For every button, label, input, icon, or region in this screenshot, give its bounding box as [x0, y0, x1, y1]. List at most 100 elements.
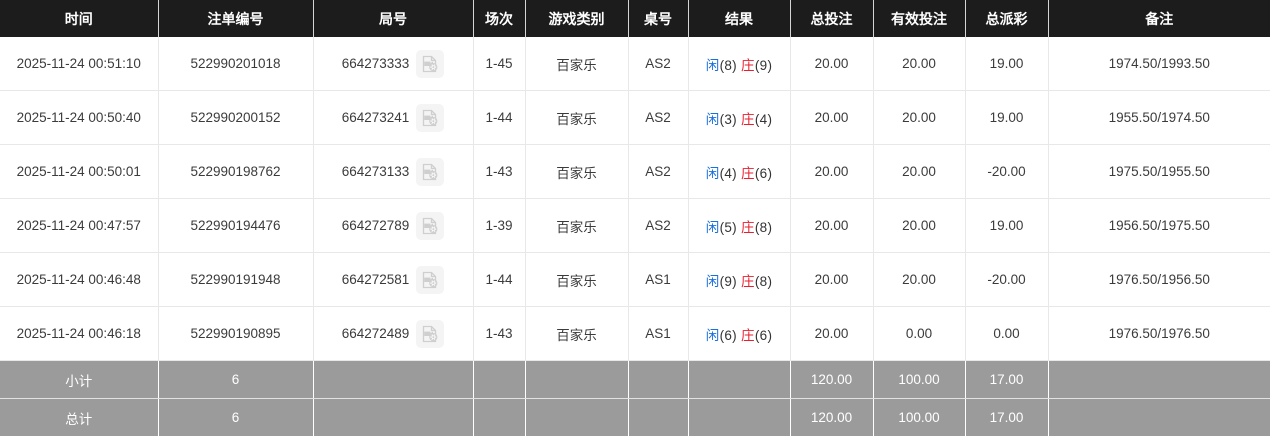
video-replay-icon[interactable]	[416, 104, 444, 132]
cell-total-bet[interactable]: 20.00	[790, 37, 873, 91]
cell-session: 1-39	[473, 199, 525, 253]
cell-total-bet[interactable]: 20.00	[790, 145, 873, 199]
result-player-value: (8)	[720, 58, 737, 73]
column-header-valid-bet[interactable]: 有效投注	[873, 0, 965, 37]
subtotal-valid-bet: 100.00	[873, 361, 965, 399]
total-remark	[1048, 399, 1270, 436]
result-player-label: 闲	[706, 58, 720, 73]
result-banker-value: (6)	[755, 166, 772, 181]
cell-round-no: 664273133	[313, 145, 473, 199]
cell-total-bet[interactable]: 20.00	[790, 307, 873, 361]
result-player-value: (3)	[720, 112, 737, 127]
cell-result: 闲(4) 庄(6)	[688, 145, 790, 199]
result-player-label: 闲	[706, 328, 720, 343]
total-count: 6	[158, 399, 313, 436]
cell-valid-bet: 20.00	[873, 199, 965, 253]
table-row: 2025-11-24 00:46:48 522990191948 6642725…	[0, 253, 1270, 307]
cell-payout: 19.00	[965, 199, 1048, 253]
column-header-total-bet[interactable]: 总投注	[790, 0, 873, 37]
cell-remark: 1956.50/1975.50	[1048, 199, 1270, 253]
cell-payout: 19.00	[965, 91, 1048, 145]
cell-time: 2025-11-24 00:47:57	[0, 199, 158, 253]
cell-result: 闲(6) 庄(6)	[688, 307, 790, 361]
column-header-round-no[interactable]: 局号	[313, 0, 473, 37]
total-result	[688, 399, 790, 436]
video-replay-icon[interactable]	[416, 50, 444, 78]
table-row: 2025-11-24 00:50:40 522990200152 6642732…	[0, 91, 1270, 145]
column-header-session[interactable]: 场次	[473, 0, 525, 37]
cell-game-type: 百家乐	[525, 307, 628, 361]
column-header-remark[interactable]: 备注	[1048, 0, 1270, 37]
cell-bet-id: 522990200152	[158, 91, 313, 145]
total-label: 总计	[0, 399, 158, 436]
cell-bet-id: 522990194476	[158, 199, 313, 253]
subtotal-label: 小计	[0, 361, 158, 399]
result-banker-value: (8)	[755, 274, 772, 289]
column-header-bet-id[interactable]: 注单编号	[158, 0, 313, 37]
cell-total-bet[interactable]: 20.00	[790, 199, 873, 253]
cell-round-no: 664273241	[313, 91, 473, 145]
cell-game-type: 百家乐	[525, 145, 628, 199]
cell-game-type: 百家乐	[525, 199, 628, 253]
total-table-no	[628, 399, 688, 436]
table-row: 2025-11-24 00:46:18 522990190895 6642724…	[0, 307, 1270, 361]
cell-round-no: 664273333	[313, 37, 473, 91]
cell-result: 闲(5) 庄(8)	[688, 199, 790, 253]
result-banker-value: (9)	[755, 58, 772, 73]
round-no-text: 664272489	[342, 326, 410, 341]
result-player-label: 闲	[706, 112, 720, 127]
cell-remark: 1955.50/1974.50	[1048, 91, 1270, 145]
round-no-text: 664273333	[342, 56, 410, 71]
header-row: 时间 注单编号 局号 场次 游戏类别 桌号 结果 总投注 有效投注 总派彩 备注	[0, 0, 1270, 37]
cell-remark: 1974.50/1993.50	[1048, 37, 1270, 91]
cell-bet-id: 522990190895	[158, 307, 313, 361]
result-player-value: (4)	[720, 166, 737, 181]
cell-round-no: 664272489	[313, 307, 473, 361]
total-payout: 17.00	[965, 399, 1048, 436]
cell-remark: 1976.50/1976.50	[1048, 307, 1270, 361]
cell-valid-bet: 20.00	[873, 91, 965, 145]
result-player-label: 闲	[706, 166, 720, 181]
video-replay-icon[interactable]	[416, 266, 444, 294]
cell-session: 1-43	[473, 307, 525, 361]
cell-game-type: 百家乐	[525, 37, 628, 91]
video-replay-icon[interactable]	[416, 212, 444, 240]
cell-bet-id: 522990191948	[158, 253, 313, 307]
cell-time: 2025-11-24 00:50:01	[0, 145, 158, 199]
result-banker-value: (4)	[755, 112, 772, 127]
cell-session: 1-44	[473, 253, 525, 307]
subtotal-count: 6	[158, 361, 313, 399]
result-banker-label: 庄	[741, 58, 755, 73]
cell-result: 闲(8) 庄(9)	[688, 37, 790, 91]
table-header: 时间 注单编号 局号 场次 游戏类别 桌号 结果 总投注 有效投注 总派彩 备注	[0, 0, 1270, 37]
cell-result: 闲(9) 庄(8)	[688, 253, 790, 307]
result-banker-label: 庄	[741, 274, 755, 289]
cell-time: 2025-11-24 00:46:18	[0, 307, 158, 361]
cell-total-bet[interactable]: 20.00	[790, 253, 873, 307]
cell-round-no: 664272789	[313, 199, 473, 253]
video-replay-icon[interactable]	[416, 320, 444, 348]
cell-session: 1-43	[473, 145, 525, 199]
cell-time: 2025-11-24 00:50:40	[0, 91, 158, 145]
round-no-text: 664273241	[342, 110, 410, 125]
video-replay-icon[interactable]	[416, 158, 444, 186]
cell-bet-id: 522990201018	[158, 37, 313, 91]
subtotal-remark	[1048, 361, 1270, 399]
column-header-game-type[interactable]: 游戏类别	[525, 0, 628, 37]
column-header-table-no[interactable]: 桌号	[628, 0, 688, 37]
table-body: 2025-11-24 00:51:10 522990201018 6642733…	[0, 37, 1270, 436]
round-no-text: 664272581	[342, 272, 410, 287]
cell-payout: 19.00	[965, 37, 1048, 91]
cell-total-bet[interactable]: 20.00	[790, 91, 873, 145]
subtotal-round-no	[313, 361, 473, 399]
cell-table-no: AS2	[628, 37, 688, 91]
cell-payout: -20.00	[965, 253, 1048, 307]
cell-remark: 1975.50/1955.50	[1048, 145, 1270, 199]
column-header-result[interactable]: 结果	[688, 0, 790, 37]
column-header-time[interactable]: 时间	[0, 0, 158, 37]
column-header-payout[interactable]: 总派彩	[965, 0, 1048, 37]
cell-game-type: 百家乐	[525, 91, 628, 145]
result-banker-value: (8)	[755, 220, 772, 235]
cell-valid-bet: 20.00	[873, 145, 965, 199]
